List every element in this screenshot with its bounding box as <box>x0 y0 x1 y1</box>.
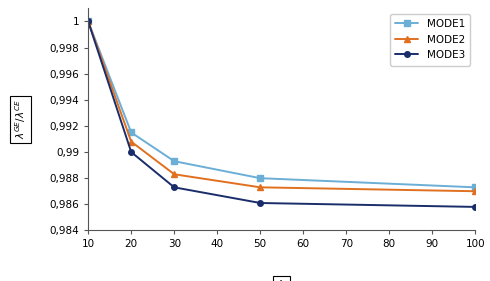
Text: $\lambda^{GE}/\lambda^{CE}$: $\lambda^{GE}/\lambda^{CE}$ <box>13 99 28 139</box>
MODE1 <box>172 160 177 163</box>
MODE2 <box>172 173 177 176</box>
MODE1 <box>257 176 263 180</box>
MODE2 <box>472 190 478 193</box>
MODE2 <box>85 20 91 23</box>
MODE3 <box>472 205 478 209</box>
MODE3 <box>257 201 263 205</box>
Line: MODE2: MODE2 <box>85 18 478 194</box>
Line: MODE3: MODE3 <box>85 19 478 210</box>
MODE3 <box>172 186 177 189</box>
MODE1 <box>472 186 478 189</box>
Text: $k$: $k$ <box>276 279 287 281</box>
MODE2 <box>257 186 263 189</box>
MODE3 <box>85 20 91 23</box>
MODE2 <box>128 140 134 143</box>
MODE3 <box>128 150 134 154</box>
Line: MODE1: MODE1 <box>85 18 478 191</box>
MODE1 <box>128 131 134 134</box>
MODE1 <box>85 20 91 23</box>
Legend: MODE1, MODE2, MODE3: MODE1, MODE2, MODE3 <box>390 14 470 65</box>
